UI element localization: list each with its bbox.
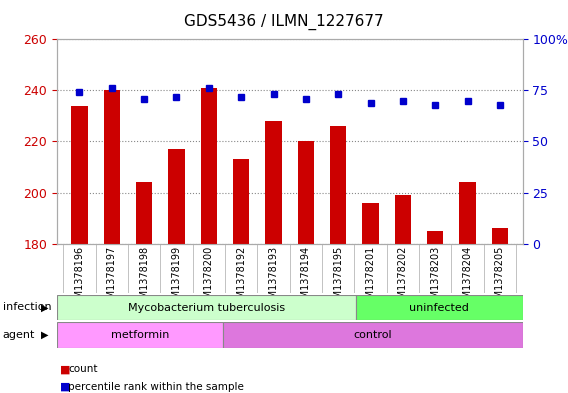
Bar [168, 149, 185, 244]
Text: GSM1378203: GSM1378203 [430, 246, 440, 311]
FancyBboxPatch shape [356, 295, 523, 320]
Bar [104, 90, 120, 244]
Bar [265, 121, 282, 244]
Text: Mycobacterium tuberculosis: Mycobacterium tuberculosis [128, 303, 285, 312]
FancyBboxPatch shape [57, 322, 223, 348]
Bar [330, 126, 346, 244]
Text: GSM1378204: GSM1378204 [462, 246, 473, 311]
Text: ▶: ▶ [41, 302, 48, 312]
Text: GSM1378202: GSM1378202 [398, 246, 408, 312]
Text: GSM1378192: GSM1378192 [236, 246, 246, 311]
Text: GSM1378196: GSM1378196 [74, 246, 85, 311]
Text: count: count [68, 364, 98, 375]
Text: GSM1378193: GSM1378193 [269, 246, 278, 311]
Bar [201, 88, 217, 244]
FancyBboxPatch shape [57, 295, 356, 320]
FancyBboxPatch shape [223, 322, 523, 348]
Bar [492, 228, 508, 244]
Text: ■: ■ [60, 364, 70, 375]
Bar [460, 182, 475, 244]
Bar [298, 141, 314, 244]
Text: GSM1378194: GSM1378194 [301, 246, 311, 311]
Text: GSM1378201: GSM1378201 [366, 246, 375, 311]
Text: GSM1378198: GSM1378198 [139, 246, 149, 311]
Bar [72, 106, 87, 244]
Text: percentile rank within the sample: percentile rank within the sample [68, 382, 244, 392]
Text: uninfected: uninfected [410, 303, 469, 312]
Text: control: control [353, 330, 392, 340]
Text: GSM1378200: GSM1378200 [204, 246, 214, 311]
Text: GSM1378205: GSM1378205 [495, 246, 505, 312]
Bar [395, 195, 411, 244]
Text: GDS5436 / ILMN_1227677: GDS5436 / ILMN_1227677 [184, 14, 384, 30]
Text: GSM1378199: GSM1378199 [172, 246, 181, 311]
Bar [427, 231, 443, 244]
Bar [136, 182, 152, 244]
Bar [362, 203, 379, 244]
Text: GSM1378197: GSM1378197 [107, 246, 117, 311]
Text: ▶: ▶ [41, 330, 48, 340]
Bar [233, 159, 249, 244]
Text: GSM1378195: GSM1378195 [333, 246, 343, 311]
Text: infection: infection [3, 302, 52, 312]
Text: metformin: metformin [111, 330, 169, 340]
Text: ■: ■ [60, 382, 70, 392]
Text: agent: agent [3, 330, 35, 340]
